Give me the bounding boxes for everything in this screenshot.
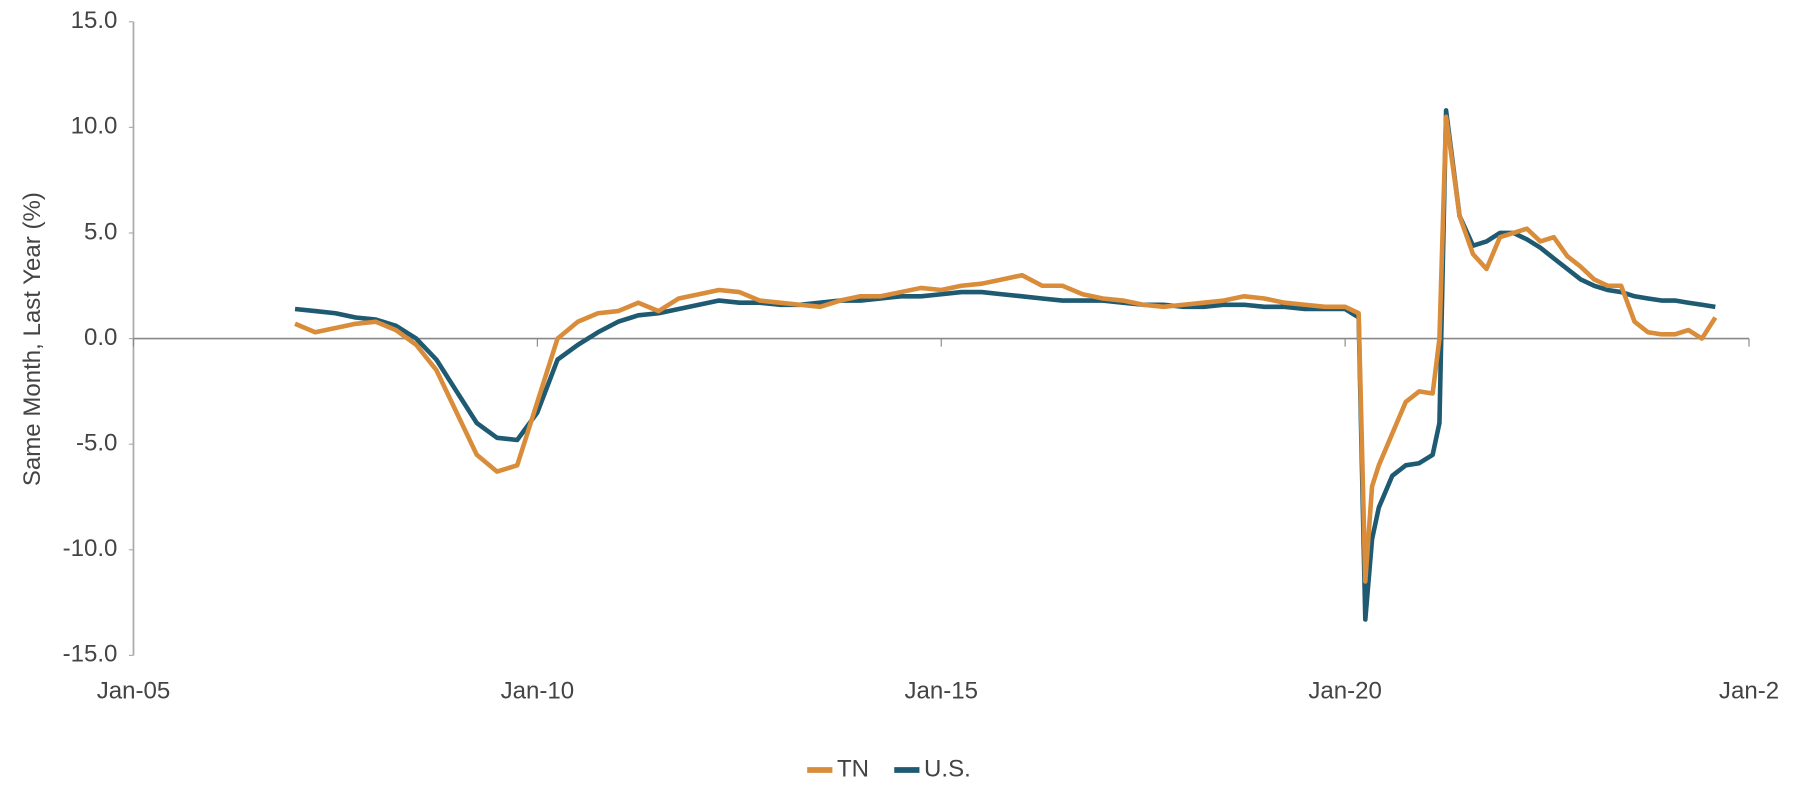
legend-label: U.S.: [924, 755, 971, 782]
series-line: [294, 114, 1718, 584]
y-tick-label: 5.0: [84, 218, 117, 245]
y-tick-label: -15.0: [63, 641, 118, 668]
series-line: [294, 108, 1716, 622]
x-tick-label: Jan-20: [1308, 677, 1382, 704]
x-tick-label: Jan-10: [501, 677, 575, 704]
y-tick-label: -10.0: [63, 535, 118, 562]
y-tick-label: -5.0: [76, 430, 117, 457]
legend-label: TN: [837, 755, 869, 782]
x-tick-label: Jan-05: [97, 677, 171, 704]
y-tick-label: 10.0: [71, 113, 118, 140]
y-tick-label: 0.0: [84, 324, 117, 351]
x-tick-label: Jan-2: [1719, 677, 1779, 704]
y-axis-label: Same Month, Last Year (%): [19, 192, 46, 486]
x-tick-label: Jan-15: [904, 677, 978, 704]
y-tick-label: 15.0: [71, 7, 118, 34]
